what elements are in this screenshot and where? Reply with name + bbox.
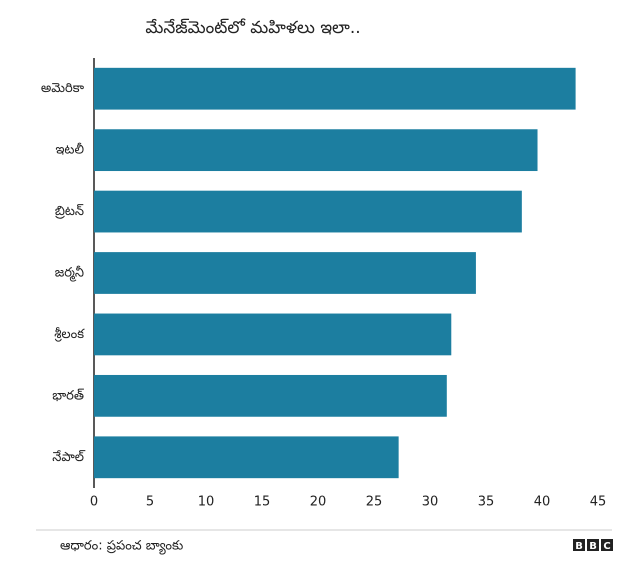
logo-box [587, 539, 599, 551]
x-tick-label: 20 [310, 495, 327, 510]
y-tick-label: జర్మనీ [55, 266, 84, 283]
bar [94, 374, 447, 417]
chart-title: మేనేజ్‌మెంట్‌లో మహిళలు ఇలా.. [145, 18, 360, 38]
x-tick-label: 0 [90, 495, 98, 510]
logo-box [601, 539, 613, 551]
x-tick-label: 40 [534, 495, 551, 510]
bar [94, 252, 476, 294]
x-tick-label: 45 [590, 495, 607, 510]
bar [94, 313, 452, 356]
bar [94, 129, 538, 172]
x-tick-label: 30 [422, 495, 439, 510]
logo-letter: B [589, 541, 597, 552]
x-tick-label: 10 [198, 495, 215, 510]
x-tick-label: 35 [478, 495, 495, 510]
logo-letter: B [575, 541, 583, 552]
logo-box [573, 539, 585, 551]
x-tick-label: 25 [366, 495, 383, 510]
y-tick-label: శ్రీలంక [54, 327, 85, 342]
x-tick-label: 15 [254, 495, 271, 510]
logo-letter: C [603, 541, 610, 552]
y-tick-label: అమెరికా [41, 81, 85, 96]
y-tick-label: బ్రిటన్ [55, 204, 84, 219]
y-tick-label: భారత్ [52, 388, 85, 403]
bar [94, 67, 576, 110]
x-tick-label: 5 [146, 495, 154, 510]
y-tick-label: ఇటలీ [55, 143, 84, 158]
bar [94, 190, 522, 233]
y-tick-label: నేపాల్ [52, 450, 86, 465]
bar [94, 436, 399, 479]
source: ఆధారం: ప్రపంచ బ్యాంకు [60, 539, 184, 556]
